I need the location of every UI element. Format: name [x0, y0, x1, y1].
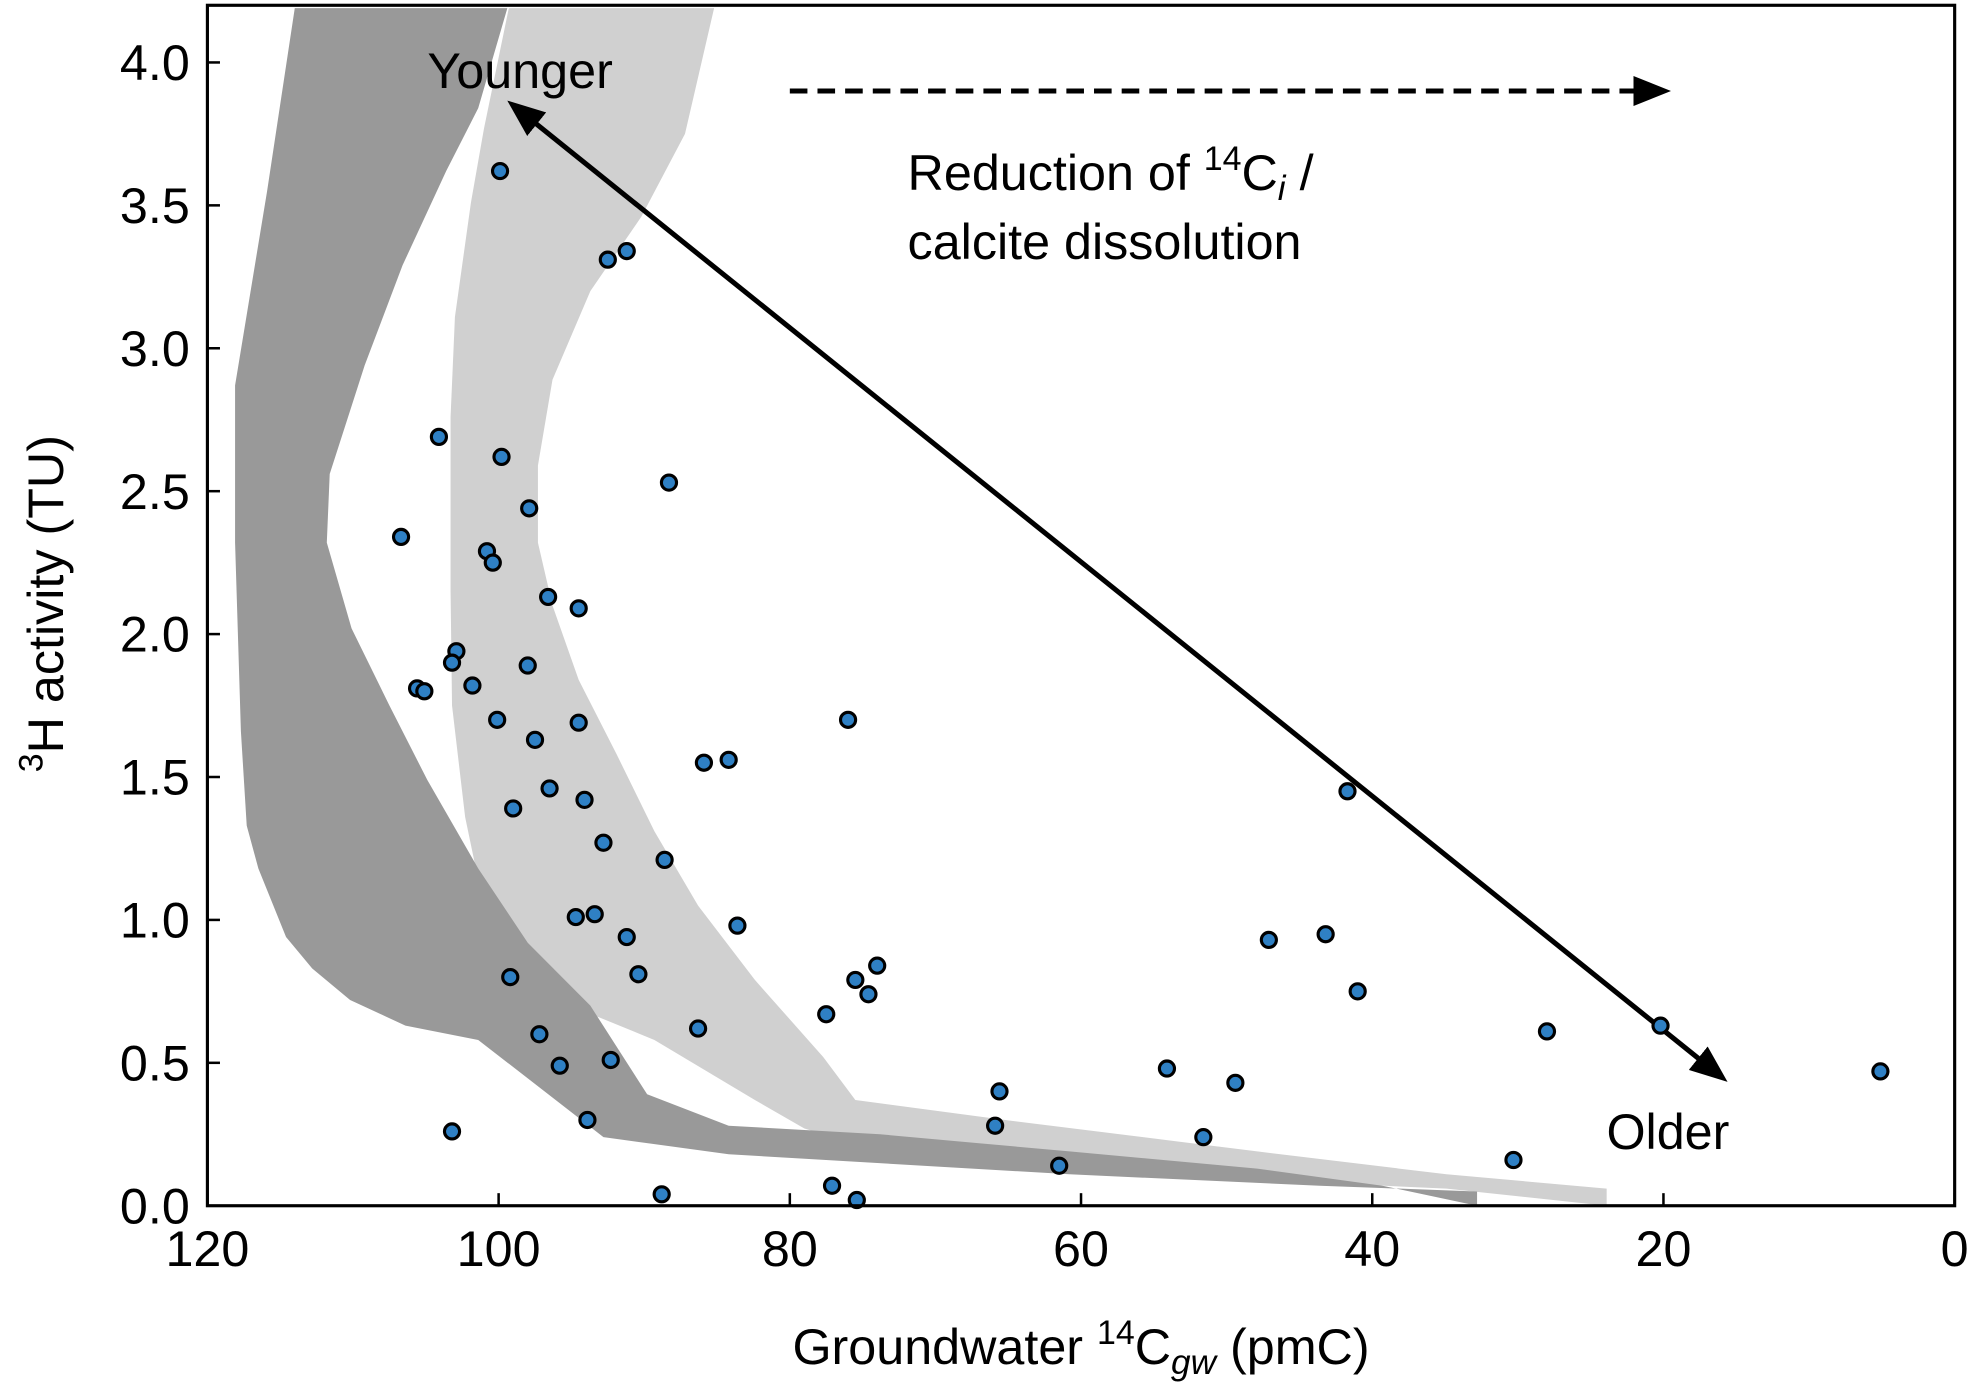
data-point [504, 799, 523, 818]
annotation-older: Older [1606, 1103, 1729, 1160]
data-point [617, 927, 636, 947]
data-point [868, 956, 887, 975]
data-point [688, 1019, 708, 1038]
data-point [986, 1116, 1005, 1135]
data-point [659, 473, 679, 492]
data-point [1537, 1022, 1557, 1041]
x-tick-label: 120 [165, 1220, 249, 1277]
data-point [578, 1110, 597, 1130]
data-point [1348, 982, 1367, 1001]
annotation-reduction-line1: Reduction of 14Ci / [908, 140, 1314, 208]
data-point [1259, 930, 1278, 950]
data-point [415, 682, 434, 701]
data-point [585, 905, 604, 924]
data-point [1157, 1059, 1177, 1078]
y-axis: 0.0 0.5 1.0 1.5 2.0 2.5 3.0 3.5 4.0 [120, 34, 220, 1234]
x-axis-label: Groundwater 14Cgw (pmC) [792, 1314, 1369, 1382]
x-tick-label: 40 [1344, 1220, 1400, 1277]
data-point [1316, 925, 1335, 944]
data-point [817, 1005, 836, 1024]
annotation-younger: Younger [427, 42, 612, 99]
data-point [492, 447, 511, 466]
y-axis-label: 3H activity (TU) [13, 435, 74, 772]
data-point [488, 710, 507, 729]
data-point [569, 599, 588, 618]
y-tick-label: 0.5 [120, 1034, 190, 1091]
data-point [822, 1176, 842, 1195]
data-point [540, 779, 559, 798]
data-point [429, 427, 449, 446]
data-point [846, 970, 865, 990]
x-tick-label: 20 [1635, 1220, 1691, 1277]
x-tick-label: 100 [457, 1220, 541, 1277]
x-tick-label: 60 [1053, 1220, 1109, 1277]
annotation-reduction-line2: calcite dissolution [908, 213, 1302, 270]
data-point [1194, 1128, 1213, 1147]
data-point [539, 587, 558, 607]
data-point [391, 527, 411, 547]
x-tick-label: 80 [762, 1220, 818, 1277]
data-point [550, 1056, 569, 1075]
data-point [463, 676, 482, 695]
dark-band [235, 8, 1478, 1206]
data-point [652, 1185, 671, 1204]
y-tick-label: 2.0 [120, 606, 190, 663]
age-double-arrow [507, 100, 1728, 1082]
data-point [838, 710, 858, 729]
data-point [617, 241, 636, 261]
x-axis: 120 100 80 60 40 20 0 [165, 1193, 1969, 1277]
data-point [601, 1050, 620, 1070]
data-point [598, 250, 617, 269]
data-point [1050, 1156, 1069, 1175]
data-point [575, 790, 594, 809]
data-point [442, 653, 462, 672]
data-point [990, 1082, 1009, 1101]
y-tick-label: 3.0 [120, 320, 190, 377]
x-tick-label: 0 [1941, 1220, 1969, 1277]
data-point [1871, 1062, 1890, 1081]
data-point [728, 916, 747, 935]
data-point [719, 750, 738, 769]
data-point [1226, 1073, 1245, 1092]
y-tick-label: 1.5 [120, 749, 190, 806]
data-point [518, 656, 537, 675]
data-point [442, 1122, 462, 1141]
data-point [629, 965, 648, 984]
data-point [594, 833, 613, 852]
data-point [569, 713, 588, 732]
data-point [525, 730, 545, 749]
data-point [1651, 1016, 1670, 1035]
data-point [490, 161, 510, 181]
data-point [520, 499, 539, 518]
arrows-layer [507, 75, 1728, 1082]
data-point [566, 907, 585, 927]
data-point [859, 985, 878, 1004]
points-layer [391, 161, 1890, 1210]
data-point [483, 553, 502, 572]
data-point [501, 967, 520, 987]
data-point [530, 1025, 549, 1044]
y-tick-label: 1.0 [120, 892, 190, 949]
data-point [1338, 782, 1357, 801]
y-tick-label: 2.5 [120, 463, 190, 520]
data-point [694, 753, 714, 772]
data-point [655, 850, 674, 870]
y-tick-label: 3.5 [120, 177, 190, 234]
y-tick-label: 0.0 [120, 1177, 190, 1234]
y-tick-label: 4.0 [120, 34, 190, 91]
data-point [847, 1190, 866, 1210]
data-point [1504, 1150, 1523, 1170]
